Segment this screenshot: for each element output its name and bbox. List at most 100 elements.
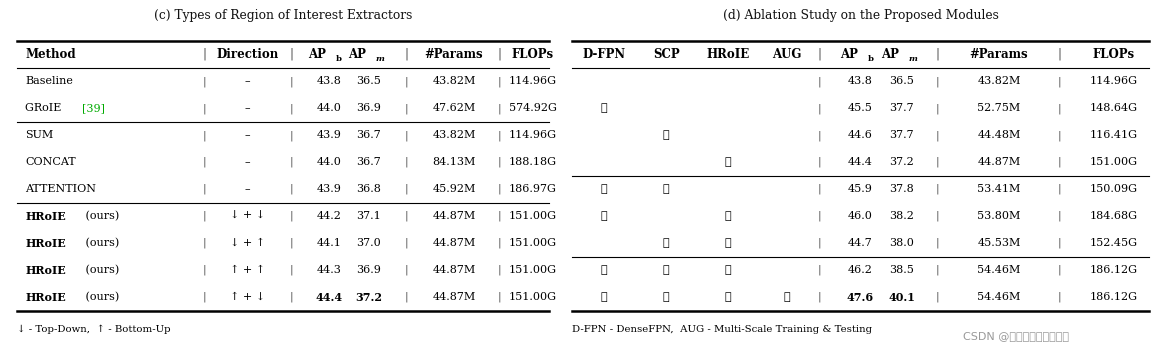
- Text: |: |: [405, 157, 409, 168]
- Text: |: |: [1058, 184, 1061, 195]
- Text: |: |: [818, 76, 821, 87]
- Text: 43.9: 43.9: [316, 130, 342, 140]
- Text: (ours): (ours): [82, 211, 119, 222]
- Text: |: |: [497, 238, 501, 248]
- Text: |: |: [405, 184, 409, 195]
- Text: ✓: ✓: [663, 130, 670, 140]
- Text: ✓: ✓: [663, 238, 670, 248]
- Text: |: |: [289, 48, 293, 61]
- Text: |: |: [202, 157, 206, 168]
- Text: |: |: [497, 48, 501, 61]
- Text: 44.87M: 44.87M: [432, 265, 476, 275]
- Text: Baseline: Baseline: [25, 76, 73, 86]
- Text: 84.13M: 84.13M: [432, 157, 476, 167]
- Text: 44.2: 44.2: [316, 211, 342, 221]
- Text: ✓: ✓: [601, 211, 608, 221]
- Text: 53.80M: 53.80M: [977, 211, 1021, 221]
- Text: |: |: [289, 211, 293, 222]
- Text: AP: AP: [348, 48, 366, 61]
- Text: (c) Types of Region of Interest Extractors: (c) Types of Region of Interest Extracto…: [154, 9, 412, 22]
- Text: |: |: [1058, 130, 1061, 141]
- Text: CSDN @人工智能算法研究院: CSDN @人工智能算法研究院: [963, 331, 1070, 341]
- Text: |: |: [202, 211, 206, 222]
- Text: b: b: [867, 55, 873, 63]
- Text: |: |: [818, 157, 821, 168]
- Text: ✓: ✓: [601, 184, 608, 194]
- Text: 44.4: 44.4: [315, 292, 343, 302]
- Text: 44.1: 44.1: [316, 238, 342, 248]
- Text: 114.96G: 114.96G: [1090, 76, 1138, 86]
- Text: |: |: [1058, 48, 1061, 61]
- Text: (ours): (ours): [82, 292, 119, 302]
- Text: ✓: ✓: [601, 103, 608, 113]
- Text: |: |: [289, 184, 293, 195]
- Text: D-FPN: D-FPN: [582, 48, 626, 61]
- Text: #Params: #Params: [425, 48, 483, 61]
- Text: 36.7: 36.7: [357, 130, 381, 140]
- Text: |: |: [818, 48, 821, 61]
- Text: |: |: [497, 184, 501, 195]
- Text: 44.87M: 44.87M: [432, 238, 476, 248]
- Text: 37.0: 37.0: [357, 238, 381, 248]
- Text: |: |: [202, 292, 206, 302]
- Text: ✓: ✓: [601, 292, 608, 302]
- Text: 43.82M: 43.82M: [977, 76, 1021, 86]
- Text: ✓: ✓: [724, 157, 731, 167]
- Text: –: –: [245, 184, 251, 194]
- Text: (ours): (ours): [82, 265, 119, 275]
- Text: 114.96G: 114.96G: [508, 130, 557, 140]
- Text: |: |: [936, 292, 939, 302]
- Text: |: |: [289, 238, 293, 248]
- Text: ✓: ✓: [724, 238, 731, 248]
- Text: (ours): (ours): [82, 238, 119, 248]
- Text: 46.0: 46.0: [848, 211, 873, 221]
- Text: ✓: ✓: [663, 292, 670, 302]
- Text: |: |: [202, 238, 206, 248]
- Text: |: |: [405, 76, 409, 87]
- Text: |: |: [405, 292, 409, 302]
- Text: –: –: [245, 157, 251, 167]
- Text: 45.53M: 45.53M: [977, 238, 1021, 248]
- Text: |: |: [497, 292, 501, 302]
- Text: 45.5: 45.5: [848, 103, 873, 113]
- Text: 186.97G: 186.97G: [508, 184, 557, 194]
- Text: HRoIE: HRoIE: [707, 48, 750, 61]
- Text: AP: AP: [840, 48, 857, 61]
- Text: AUG: AUG: [773, 48, 802, 61]
- Text: |: |: [289, 103, 293, 114]
- Text: ↓ + ↓: ↓ + ↓: [230, 211, 266, 221]
- Text: |: |: [936, 130, 939, 141]
- Text: |: |: [1058, 76, 1061, 87]
- Text: m: m: [909, 55, 918, 63]
- Text: |: |: [1058, 211, 1061, 222]
- Text: 148.64G: 148.64G: [1090, 103, 1138, 113]
- Text: b: b: [336, 55, 342, 63]
- Text: |: |: [818, 103, 821, 114]
- Text: 186.12G: 186.12G: [1090, 265, 1138, 275]
- Text: SCP: SCP: [653, 48, 679, 61]
- Text: 44.0: 44.0: [316, 103, 342, 113]
- Text: ✓: ✓: [601, 265, 608, 275]
- Text: |: |: [202, 103, 206, 114]
- Text: 152.45G: 152.45G: [1090, 238, 1138, 248]
- Text: 36.7: 36.7: [357, 157, 381, 167]
- Text: #Params: #Params: [969, 48, 1028, 61]
- Text: HRoIE: HRoIE: [25, 292, 66, 302]
- Text: Method: Method: [25, 48, 76, 61]
- Text: ↑ + ↓: ↑ + ↓: [230, 292, 266, 302]
- Text: |: |: [936, 265, 939, 275]
- Text: 116.41G: 116.41G: [1090, 130, 1138, 140]
- Text: 44.87M: 44.87M: [432, 292, 476, 302]
- Text: 37.7: 37.7: [889, 103, 914, 113]
- Text: |: |: [405, 211, 409, 222]
- Text: |: |: [1058, 238, 1061, 248]
- Text: 43.82M: 43.82M: [432, 130, 476, 140]
- Text: HRoIE: HRoIE: [25, 211, 66, 222]
- Text: |: |: [818, 238, 821, 248]
- Text: ✓: ✓: [783, 292, 790, 302]
- Text: 574.92G: 574.92G: [508, 103, 557, 113]
- Text: |: |: [936, 238, 939, 248]
- Text: 151.00G: 151.00G: [508, 265, 557, 275]
- Text: ✓: ✓: [724, 265, 731, 275]
- Text: 184.68G: 184.68G: [1090, 211, 1138, 221]
